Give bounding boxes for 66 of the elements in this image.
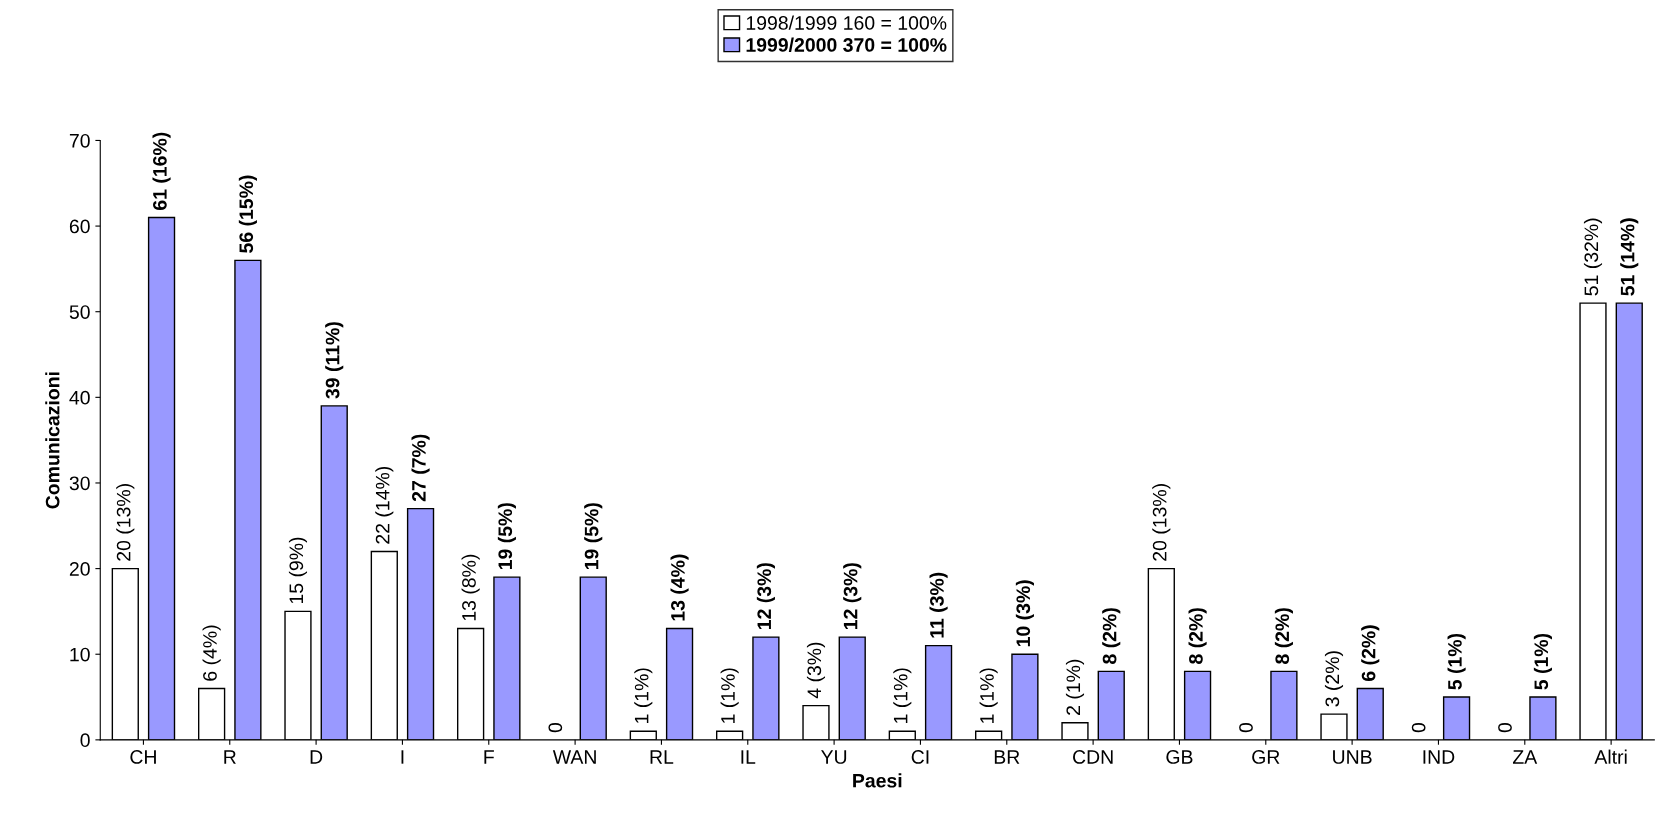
x-tick-label: BR bbox=[994, 750, 1020, 764]
x-tick-label: I bbox=[401, 750, 404, 764]
data-label: 4 (3%) bbox=[806, 642, 826, 699]
y-tick-label: 50 bbox=[69, 305, 90, 319]
legend-label: 1999/2000 370 = 100% bbox=[746, 37, 947, 53]
data-label: 1 (1%) bbox=[634, 668, 653, 723]
y-tick-label: 40 bbox=[69, 390, 90, 405]
data-label: 22 (14%) bbox=[375, 466, 394, 544]
y-tick-label: 30 bbox=[69, 476, 90, 491]
data-label: 19 (5%) bbox=[497, 503, 516, 570]
x-axis-title: Paesi bbox=[853, 773, 902, 788]
data-label: 8 (2%) bbox=[1102, 608, 1121, 664]
data-label: 51 (32%) bbox=[1583, 218, 1603, 296]
data-label: 0 bbox=[1411, 722, 1426, 733]
data-label: 0 bbox=[548, 722, 563, 733]
data-label: 51 (14%) bbox=[1620, 218, 1639, 296]
x-tick-label: WAN bbox=[552, 750, 596, 764]
data-label: 13 (8%) bbox=[461, 554, 480, 621]
data-label: 13 (4%) bbox=[670, 554, 689, 621]
data-label: 2 (1%) bbox=[1065, 659, 1085, 715]
data-label: 20 (13%) bbox=[1152, 484, 1171, 561]
data-label: 19 (5%) bbox=[584, 503, 603, 570]
x-tick-label: Altri bbox=[1594, 749, 1627, 764]
x-tick-label: YU bbox=[821, 750, 847, 764]
data-label: 0 bbox=[1498, 722, 1512, 733]
y-tick-label: 20 bbox=[69, 562, 90, 576]
data-label: 8 (2%) bbox=[1188, 608, 1207, 664]
x-tick-label: UNB bbox=[1333, 750, 1372, 764]
x-tick-label: D bbox=[310, 750, 323, 764]
data-label: 6 (4%) bbox=[202, 625, 221, 681]
data-label: 56 (15%) bbox=[238, 175, 257, 253]
x-tick-label: RL bbox=[650, 750, 674, 764]
x-tick-label: CDN bbox=[1073, 750, 1113, 764]
data-label: 61 (16%) bbox=[152, 132, 171, 210]
data-label: 0 bbox=[1239, 722, 1253, 733]
data-label: 20 (13%) bbox=[116, 484, 135, 561]
x-tick-label: GR bbox=[1252, 750, 1280, 764]
y-tick-label: 60 bbox=[69, 219, 90, 234]
data-label: 11 (3%) bbox=[929, 572, 948, 638]
x-tick-label: IND bbox=[1423, 750, 1455, 764]
data-label: 39 (11%) bbox=[325, 322, 344, 399]
x-tick-label: F bbox=[484, 750, 494, 764]
x-tick-label: R bbox=[224, 750, 236, 764]
data-label: 15 (9%) bbox=[288, 537, 308, 604]
data-label: 12 (3%) bbox=[756, 563, 775, 630]
data-label: 27 (7%) bbox=[411, 434, 430, 502]
x-tick-label: IL bbox=[741, 750, 756, 764]
x-tick-label: CH bbox=[130, 750, 156, 764]
data-label: 1 (1%) bbox=[893, 668, 912, 723]
legend-label: 1998/1999 160 = 100% bbox=[746, 15, 947, 30]
data-label: 10 (3%) bbox=[1015, 580, 1034, 647]
data-label: 5 (1%) bbox=[1533, 633, 1552, 690]
data-label: 1 (1%) bbox=[720, 668, 739, 723]
y-tick-label: 0 bbox=[80, 733, 90, 748]
data-label: 5 (1%) bbox=[1447, 633, 1466, 690]
data-label: 6 (2%) bbox=[1361, 625, 1380, 681]
data-label: 8 (2%) bbox=[1274, 608, 1293, 664]
y-axis-title: Comunicazioni bbox=[45, 372, 60, 509]
x-tick-label: GB bbox=[1166, 750, 1193, 764]
x-tick-label: ZA bbox=[1512, 750, 1538, 764]
y-tick-label: 10 bbox=[70, 647, 90, 662]
data-label: 3 (2%) bbox=[1324, 651, 1344, 707]
data-label: 12 (3%) bbox=[843, 563, 862, 630]
y-tick-label: 70 bbox=[69, 133, 90, 148]
x-tick-label: CI bbox=[911, 750, 929, 764]
data-label: 1 (1%) bbox=[979, 668, 998, 723]
